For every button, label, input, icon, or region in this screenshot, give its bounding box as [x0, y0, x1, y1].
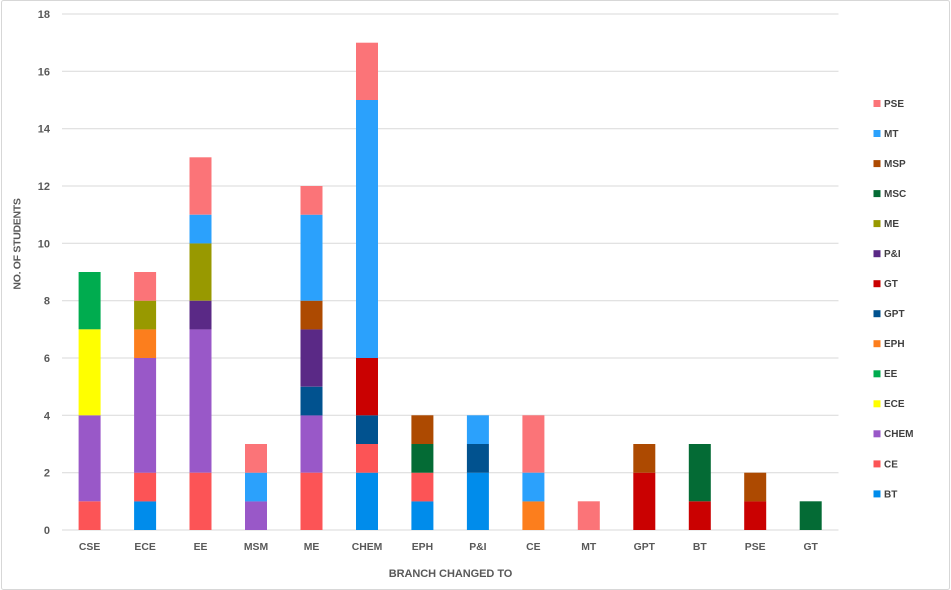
- svg-text:EPH: EPH: [412, 542, 433, 553]
- svg-text:PSE: PSE: [884, 99, 904, 110]
- svg-text:4: 4: [44, 410, 51, 422]
- svg-text:MSM: MSM: [244, 542, 268, 553]
- svg-text:GT: GT: [803, 542, 818, 553]
- svg-text:NO. OF STUDENTS: NO. OF STUDENTS: [12, 198, 24, 289]
- svg-text:10: 10: [38, 238, 50, 250]
- svg-text:GT: GT: [884, 279, 898, 290]
- svg-text:ME: ME: [884, 219, 899, 230]
- svg-text:ECE: ECE: [884, 399, 905, 410]
- svg-text:GPT: GPT: [884, 309, 905, 320]
- svg-text:CE: CE: [884, 459, 898, 470]
- svg-text:8: 8: [44, 296, 50, 308]
- svg-text:MT: MT: [581, 542, 597, 553]
- svg-text:6: 6: [44, 353, 50, 365]
- svg-text:BT: BT: [884, 489, 897, 500]
- svg-text:CE: CE: [526, 542, 541, 553]
- svg-text:0: 0: [44, 525, 50, 537]
- svg-text:CHEM: CHEM: [352, 542, 383, 553]
- svg-text:14: 14: [38, 124, 51, 136]
- svg-text:MT: MT: [884, 129, 898, 140]
- svg-text:12: 12: [38, 181, 50, 193]
- svg-text:P&I: P&I: [884, 249, 901, 260]
- svg-text:CSE: CSE: [79, 542, 100, 553]
- svg-text:ME: ME: [304, 542, 320, 553]
- svg-text:18: 18: [38, 9, 50, 21]
- svg-text:ECE: ECE: [134, 542, 155, 553]
- svg-text:BRANCH CHANGED TO: BRANCH CHANGED TO: [389, 568, 513, 580]
- svg-text:EE: EE: [194, 542, 208, 553]
- svg-text:MSP: MSP: [884, 159, 906, 170]
- svg-text:GPT: GPT: [634, 542, 656, 553]
- svg-text:16: 16: [38, 66, 50, 78]
- svg-text:MSC: MSC: [884, 189, 906, 200]
- svg-text:P&I: P&I: [469, 542, 486, 553]
- svg-text:EE: EE: [884, 369, 898, 380]
- svg-text:EPH: EPH: [884, 339, 905, 350]
- svg-text:CHEM: CHEM: [884, 429, 913, 440]
- svg-text:2: 2: [44, 468, 50, 480]
- svg-text:PSE: PSE: [745, 542, 766, 553]
- svg-text:BT: BT: [693, 542, 708, 553]
